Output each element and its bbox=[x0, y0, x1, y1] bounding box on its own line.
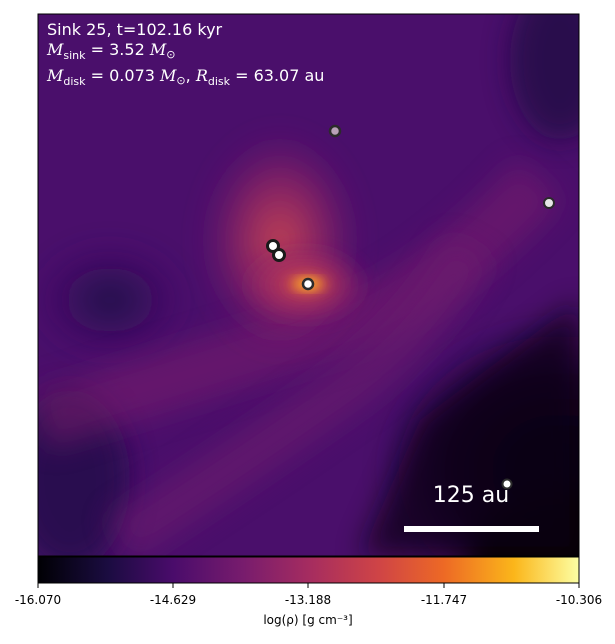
sink-mass-label: Msink = 3.52 M⊙ bbox=[47, 40, 176, 63]
sink-particle bbox=[501, 478, 513, 490]
colorbar-tick-label: -11.747 bbox=[420, 593, 468, 607]
scale-bar-label: 125 au bbox=[432, 483, 510, 508]
info-annotation: Sink 25, t=102.16 kyr Msink = 3.52 M⊙ Md… bbox=[47, 20, 324, 92]
sink-particle bbox=[301, 277, 315, 291]
colorbar-tick-label: -14.629 bbox=[149, 593, 197, 607]
sink-particle bbox=[272, 248, 286, 262]
sink-particle bbox=[328, 124, 342, 138]
sink-time-label: Sink 25, t=102.16 kyr bbox=[47, 20, 223, 39]
panel-frame bbox=[37, 13, 580, 557]
density-map bbox=[38, 14, 579, 556]
sink-particle bbox=[543, 197, 555, 209]
colorbar-ticks bbox=[37, 583, 580, 588]
colorbar bbox=[38, 557, 579, 583]
scale-bar bbox=[404, 526, 539, 532]
sink-particles bbox=[266, 124, 555, 490]
colorbar-label: log(ρ) [g cm⁻³] bbox=[263, 613, 353, 627]
colorbar-tick-label: -16.070 bbox=[14, 593, 62, 607]
colorbar-tick-label: -13.188 bbox=[284, 593, 332, 607]
colorbar-tick-label: -10.306 bbox=[555, 593, 603, 607]
disk-properties-label: Mdisk = 0.073 M⊙, Rdisk = 63.07 au bbox=[47, 66, 325, 89]
